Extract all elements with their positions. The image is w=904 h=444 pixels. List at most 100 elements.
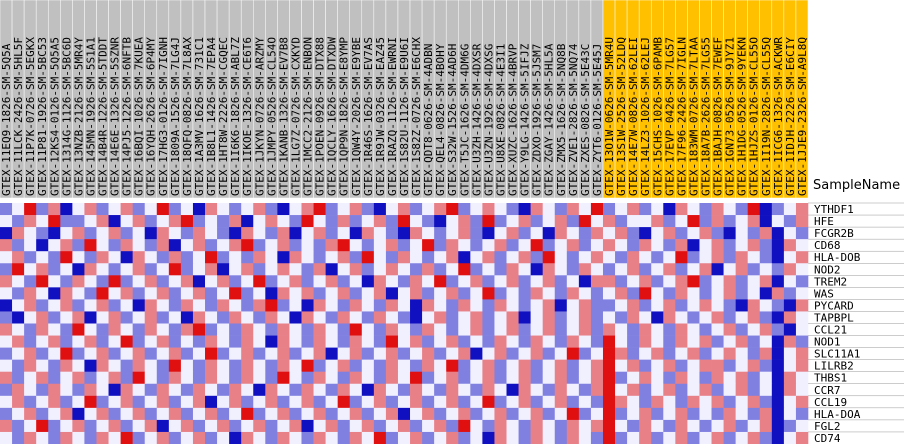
heatmap-cell — [373, 251, 387, 264]
heatmap-cell — [385, 215, 399, 228]
heatmap-cell — [120, 383, 133, 397]
heatmap-cell — [554, 263, 568, 276]
heatmap-cell — [48, 263, 61, 276]
heatmap-cell — [72, 431, 85, 444]
column-label: GTEX-14PJ5-1226-SM-6NFTB — [121, 37, 134, 196]
heatmap-cell — [687, 227, 700, 240]
heatmap-cell — [24, 263, 37, 276]
row-label: CD74 — [814, 432, 841, 444]
heatmap-cell — [325, 335, 338, 348]
heatmap-cell — [192, 407, 206, 421]
heatmap-cell — [289, 263, 302, 276]
heatmap-cell — [410, 395, 423, 409]
heatmap-cell — [349, 227, 363, 240]
heatmap-cell — [96, 215, 109, 228]
heatmap-cell — [795, 371, 809, 385]
heatmap-cell — [156, 263, 170, 276]
heatmap-cell — [108, 395, 121, 409]
heatmap-cell — [156, 275, 170, 288]
heatmap-cell — [446, 311, 459, 324]
heatmap-cell — [470, 431, 483, 444]
heatmap-cell — [494, 371, 507, 385]
heatmap-cell — [747, 395, 761, 409]
heatmap-cell — [506, 227, 519, 240]
heatmap-cell — [410, 419, 423, 433]
row-label: THBS1 — [814, 372, 847, 385]
heatmap-cell — [735, 323, 749, 336]
heatmap-cell — [36, 251, 49, 264]
heatmap-cell — [96, 347, 109, 360]
heatmap-cell — [385, 275, 399, 288]
heatmap-cell — [120, 239, 133, 252]
heatmap-cell — [783, 347, 797, 360]
heatmap-cell — [482, 251, 495, 264]
heatmap-cell — [217, 419, 230, 433]
heatmap-cell — [337, 419, 351, 433]
heatmap-cell — [301, 335, 314, 348]
heatmap-cell — [48, 407, 61, 421]
heatmap-cell — [132, 419, 146, 433]
heatmap-cell — [192, 359, 206, 372]
heatmap-cell — [277, 395, 290, 409]
heatmap-cell — [663, 239, 676, 252]
heatmap-cell — [48, 203, 61, 216]
heatmap-cell — [434, 263, 447, 276]
heatmap-cell — [699, 311, 712, 324]
heatmap-cell — [84, 359, 97, 372]
heatmap-cell — [385, 287, 399, 300]
heatmap-cell — [229, 239, 242, 252]
heatmap-cell — [422, 239, 435, 252]
heatmap-cell — [60, 323, 73, 336]
heatmap-cell — [24, 251, 37, 264]
heatmap-cell — [337, 203, 351, 216]
heatmap-cell — [771, 287, 785, 300]
heatmap-cell — [759, 323, 773, 336]
heatmap-cell — [482, 203, 495, 216]
heatmap-cell — [60, 275, 73, 288]
heatmap-cell — [132, 395, 146, 409]
heatmap-cell — [385, 323, 399, 336]
heatmap-cell — [132, 203, 146, 216]
heatmap-cell — [506, 203, 519, 216]
heatmap-cell — [205, 263, 218, 276]
heatmap-cell — [108, 383, 121, 397]
heatmap-cell — [108, 371, 121, 385]
heatmap-cell — [627, 347, 640, 360]
heatmap-cell — [554, 371, 568, 385]
heatmap-cell — [470, 311, 483, 324]
heatmap-cell — [627, 227, 640, 240]
heatmap-cell — [12, 299, 25, 312]
heatmap-cell — [241, 203, 254, 216]
row-label: WAS — [814, 287, 834, 300]
heatmap-cell — [759, 263, 773, 276]
heatmap-cell — [542, 383, 556, 397]
heatmap-cell — [590, 215, 604, 228]
heatmap-cell — [192, 251, 206, 264]
heatmap-cell — [217, 359, 230, 372]
heatmap-cell — [349, 251, 363, 264]
heatmap-cell — [675, 275, 688, 288]
heatmap-cell — [313, 323, 326, 336]
heatmap-cell — [422, 383, 435, 397]
heatmap-cell — [578, 239, 592, 252]
heatmap-cell — [72, 383, 85, 397]
heatmap-cell — [446, 239, 459, 252]
heatmap-cell — [518, 215, 531, 228]
heatmap-cell — [397, 203, 411, 216]
heatmap-cell — [385, 251, 399, 264]
heatmap-cell — [687, 407, 700, 421]
heatmap-cell — [410, 215, 423, 228]
heatmap-cell — [397, 335, 411, 348]
heatmap-cell — [687, 383, 700, 397]
heatmap-cell — [253, 287, 266, 300]
heatmap-cell — [494, 227, 507, 240]
column-label-bg — [795, 0, 809, 199]
heatmap-cell — [735, 299, 749, 312]
heatmap-cell — [156, 431, 170, 444]
heatmap-cell — [325, 203, 338, 216]
heatmap-cell — [301, 203, 314, 216]
heatmap-cell — [277, 347, 290, 360]
heatmap-cell — [24, 203, 37, 216]
heatmap-cell — [422, 263, 435, 276]
heatmap-cell — [397, 431, 411, 444]
